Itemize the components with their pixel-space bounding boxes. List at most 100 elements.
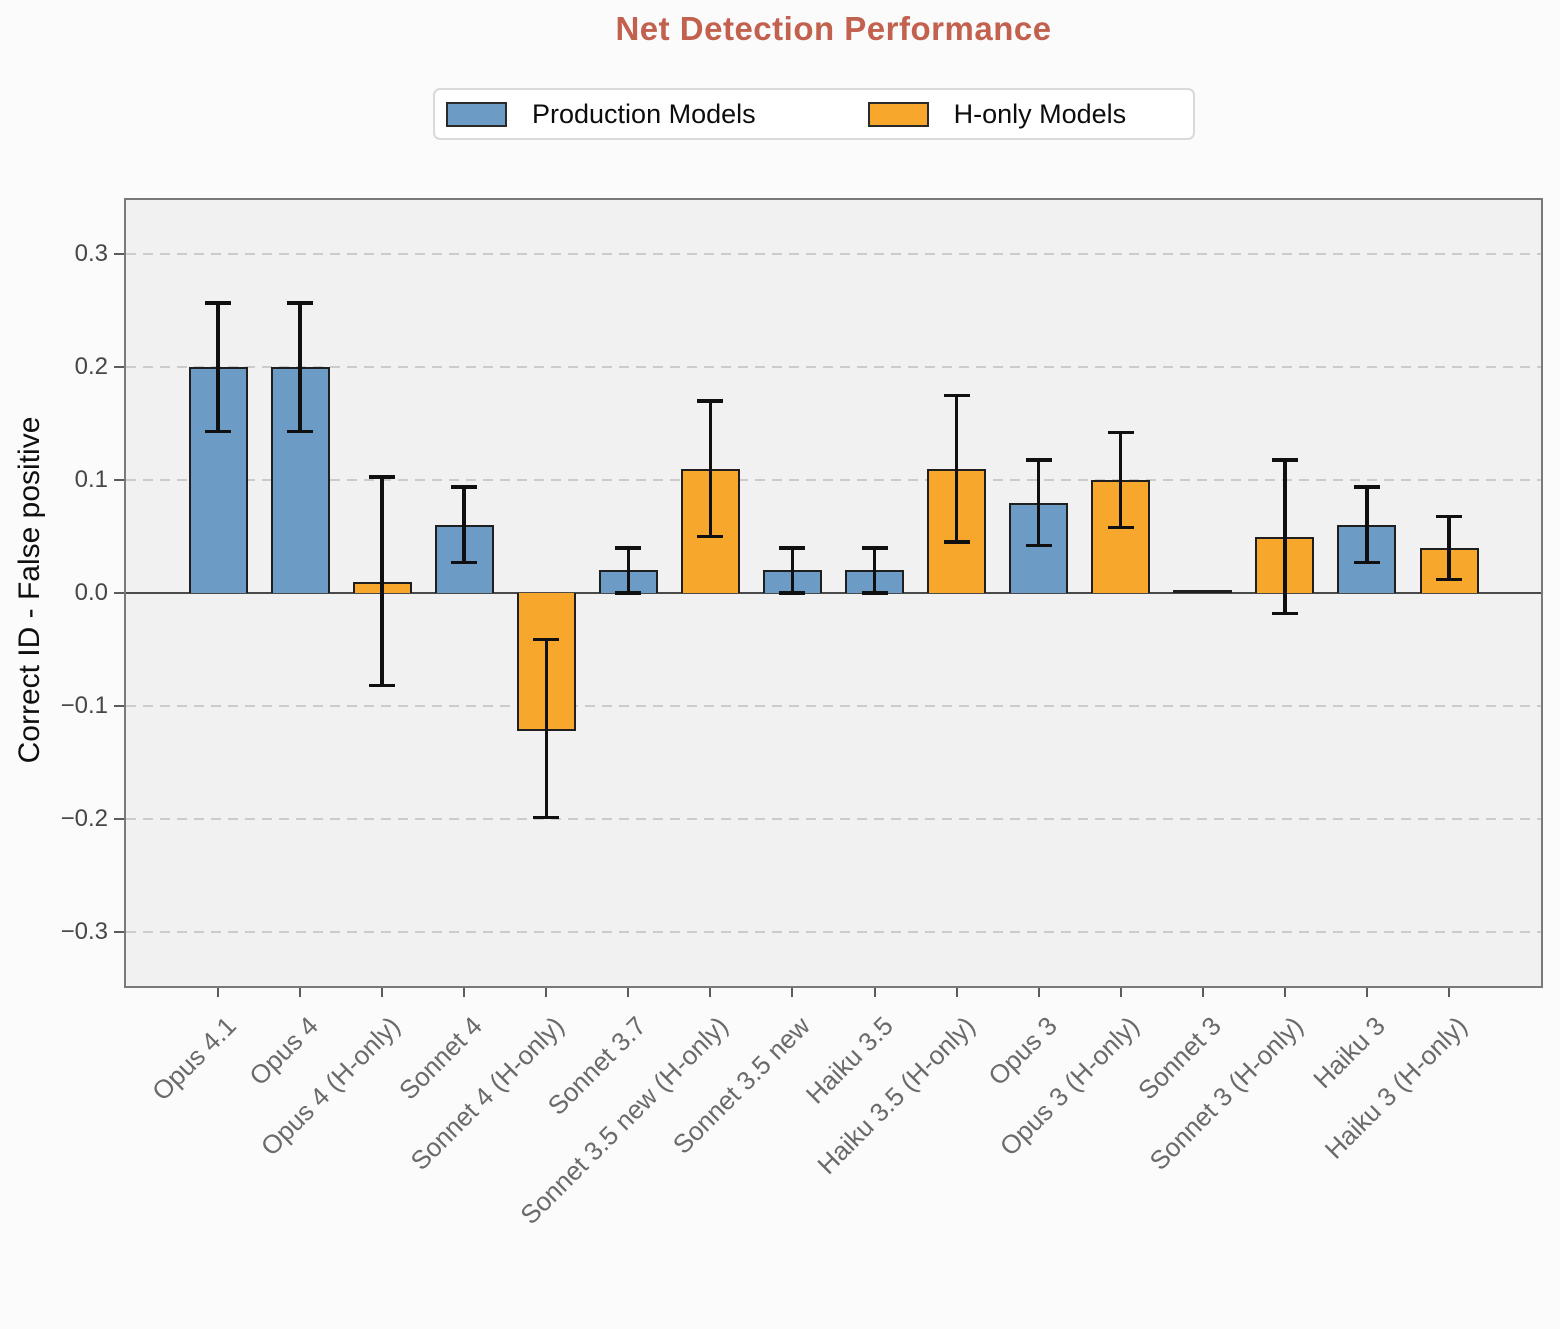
error-bar-line [1036, 459, 1041, 546]
x-tick-label: Sonnet 3.5 new (H-only) [514, 1010, 735, 1231]
error-bar-cap-top [861, 546, 888, 550]
error-bar-line [1447, 516, 1451, 580]
chart-title: Net Detection Performance [615, 10, 1052, 47]
x-tick [1119, 988, 1122, 997]
x-tick [1201, 988, 1204, 997]
error-bar-line [708, 401, 713, 537]
x-tick [873, 988, 876, 997]
x-tick-label: Haiku 3 (H-only) [1318, 1010, 1473, 1165]
error-bar-cap-top [697, 399, 724, 403]
y-tick-label: 0.1 [74, 466, 108, 494]
bar-Sonnet 3 [1173, 590, 1233, 593]
y-tick-label: 0.2 [74, 353, 108, 381]
error-bar-cap-top [1353, 485, 1380, 489]
x-tick [1283, 988, 1286, 997]
error-bar-line [626, 547, 631, 593]
error-bar-cap-bottom [369, 683, 396, 688]
error-bar-line [954, 395, 959, 543]
y-tick-label: −0.1 [60, 691, 108, 719]
error-bar-cap-top [1107, 430, 1134, 435]
x-tick-label: Opus 3 [981, 1010, 1063, 1092]
error-bar-cap-bottom [205, 429, 231, 434]
error-bar-line [462, 486, 466, 563]
x-tick [709, 988, 712, 997]
error-bar-line [1283, 459, 1287, 614]
error-bar-cap-bottom [615, 591, 642, 595]
gridline [126, 253, 1541, 256]
error-bar-line [790, 547, 795, 593]
error-bar-line [1118, 432, 1123, 528]
x-tick-label: Sonnet 3.5 new [667, 1010, 817, 1160]
error-bar-line [298, 302, 302, 432]
y-tick [114, 592, 124, 594]
gridline [126, 704, 1541, 707]
x-tick [299, 988, 302, 997]
x-tick [381, 988, 384, 997]
x-tick-label: Haiku 3 [1307, 1010, 1391, 1095]
error-bar-line [380, 476, 384, 686]
y-tick-label: 0.3 [74, 240, 108, 268]
error-bar-cap-top [451, 485, 478, 489]
y-tick-label: −0.2 [60, 804, 108, 832]
legend-label-h-only-models: H-only Models [953, 98, 1127, 129]
gridline [126, 479, 1541, 482]
error-bar-cap-bottom [533, 815, 560, 820]
legend: Production Models H-only Models [433, 88, 1195, 140]
y-tick [114, 479, 124, 482]
y-tick [114, 930, 124, 933]
x-tick-label: Opus 4 (H-only) [254, 1010, 406, 1162]
error-bar-cap-top [533, 637, 560, 642]
x-tick-label: Sonnet 3.7 [541, 1010, 653, 1121]
error-bar-cap-bottom [1271, 611, 1298, 616]
error-bar-cap-bottom [287, 429, 314, 434]
error-bar-cap-top [1436, 514, 1462, 518]
legend-label-production-models: Production Models [532, 98, 756, 129]
x-tick [1037, 988, 1040, 997]
y-tick [114, 253, 124, 256]
y-tick-label: 0.0 [74, 579, 108, 606]
x-tick [791, 988, 794, 997]
y-tick-label: −0.3 [60, 917, 108, 945]
x-tick-label: Sonnet 3 [1131, 1010, 1227, 1106]
error-bar-cap-top [1025, 458, 1052, 462]
error-bar-cap-bottom [451, 560, 478, 565]
legend-item-h-only-models: H-only Models [867, 98, 1127, 130]
figure: Net Detection Performance Production Mod… [13, 10, 1543, 1230]
x-tick [1448, 988, 1450, 997]
x-tick-label: Opus 3 (H-only) [993, 1010, 1145, 1162]
y-tick [114, 366, 124, 369]
error-bar-cap-top [1271, 458, 1298, 462]
error-bar-cap-bottom [1025, 543, 1052, 548]
error-bar-line [1365, 486, 1369, 563]
y-tick [114, 817, 124, 820]
error-bar-cap-bottom [1107, 525, 1134, 530]
error-bar-cap-top [779, 546, 806, 550]
error-bar-line [216, 302, 220, 432]
error-bar-cap-top [615, 546, 642, 550]
error-bar-cap-top [287, 301, 314, 305]
x-tick [955, 988, 958, 997]
y-tick [114, 704, 124, 707]
x-tick-label: Haiku 3.5 (H-only) [811, 1010, 981, 1180]
x-tick-label: Sonnet 4 [393, 1010, 488, 1106]
x-tick-label: Sonnet 3 (H-only) [1143, 1010, 1309, 1176]
error-bar-line [872, 547, 877, 593]
x-tick [545, 988, 548, 997]
error-bar-cap-top [205, 301, 231, 305]
gridline [126, 366, 1541, 369]
gridline [126, 930, 1541, 933]
error-bar-cap-top [943, 393, 970, 398]
gridline [126, 817, 1541, 820]
x-tick [217, 988, 219, 997]
error-bar-cap-bottom [697, 534, 724, 539]
x-tick-label: Haiku 3.5 [799, 1010, 899, 1110]
error-bar-cap-bottom [1436, 577, 1462, 582]
legend-swatch-production-models-icon [446, 101, 507, 127]
x-tick [463, 988, 466, 997]
error-bar-line [544, 639, 549, 818]
error-bar-cap-bottom [1353, 560, 1380, 565]
error-bar-cap-bottom [779, 591, 806, 595]
error-bar-cap-bottom [861, 591, 888, 595]
zero-line [126, 592, 1541, 594]
x-tick-label: Sonnet 4 (H-only) [404, 1010, 571, 1176]
